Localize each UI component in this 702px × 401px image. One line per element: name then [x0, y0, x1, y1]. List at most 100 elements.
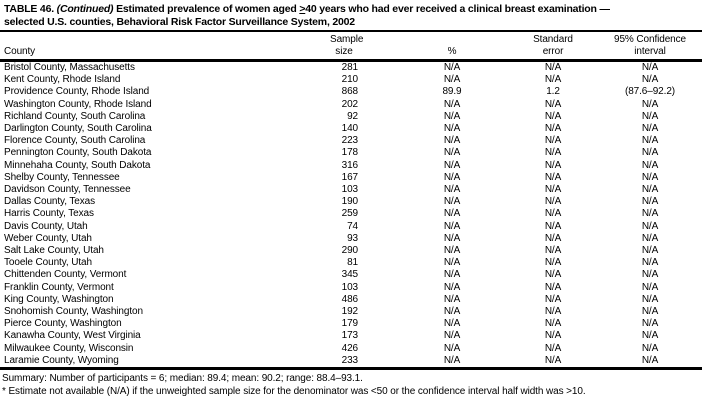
sample-size-cell: 92 [347, 110, 358, 122]
standard-error-cell: N/A [544, 171, 562, 183]
confidence-interval-cell: N/A [641, 98, 659, 110]
county-cell: Providence County, Rhode Island [4, 86, 150, 98]
standard-error-cell: N/A [544, 293, 562, 305]
standard-error-cell: N/A [544, 281, 562, 293]
standard-error-cell: N/A [544, 306, 562, 318]
table-row: Laramie County, Wyoming 233 N/A N/A N/A [0, 354, 702, 371]
table-title: TABLE 46. (Continued) Estimated prevalen… [0, 0, 702, 32]
county-cell: Pierce County, Washington [4, 318, 122, 330]
table-row: Bristol County, Massachusetts 281 N/A N/A N/… [0, 61, 702, 75]
standard-error-cell: N/A [544, 330, 562, 342]
confidence-interval-cell: N/A [641, 135, 659, 147]
standard-error-cell: N/A [544, 220, 562, 232]
percent-cell: N/A [443, 123, 461, 135]
county-cell: Kanawha County, West Virginia [4, 330, 141, 342]
sample-size-header-line1: Sample [330, 34, 364, 45]
sample-size-cell: 179 [341, 318, 358, 330]
percent-cell: 89.9 [442, 86, 462, 98]
standard-error-cell: N/A [544, 147, 562, 159]
title-line2: selected U.S. counties, Behavioral Risk … [4, 16, 355, 28]
county-cell: Shelby County, Tennessee [4, 171, 120, 183]
title-text-post: 40 years who had ever received a clinica… [305, 3, 610, 15]
table-row: Dallas County, Texas 190 N/A N/A N/A [0, 196, 702, 208]
sample-size-cell: 233 [330, 354, 396, 371]
percent-cell: N/A [443, 62, 461, 73]
standard-error-header-line1: Standard [533, 34, 573, 45]
sample-size-cell: 81 [347, 257, 358, 269]
percent-cell: N/A [396, 354, 508, 371]
table-row: Kent County, Rhode Island 210 N/A N/A N/A [0, 74, 702, 86]
percent-cell: N/A [443, 171, 461, 183]
table-row: Tooele County, Utah 81 N/A N/A N/A [0, 257, 702, 269]
confidence-interval-cell: N/A [641, 306, 659, 318]
percent-header: % [396, 46, 508, 62]
standard-error-header-line2: error [508, 46, 598, 62]
percent-cell: N/A [443, 232, 461, 244]
confidence-interval-cell: N/A [641, 74, 659, 86]
sample-size-cell: 74 [347, 220, 358, 232]
sample-size-cell: 281 [341, 62, 358, 73]
confidence-interval-cell: (87.6–92.2) [624, 86, 676, 98]
table-row: Minnehaha County, South Dakota 316 N/A N/A N… [0, 160, 702, 172]
confidence-interval-cell: N/A [641, 342, 659, 354]
county-cell: Dallas County, Texas [4, 196, 96, 208]
county-cell: Bristol County, Massachusetts [4, 62, 135, 73]
confidence-interval-cell: N/A [641, 220, 659, 232]
percent-cell: N/A [443, 269, 461, 281]
sample-size-cell: 290 [341, 245, 358, 257]
percent-header-spacer [396, 32, 508, 46]
county-cell: Laramie County, Wyoming [0, 354, 330, 371]
standard-error-cell: 1.2 [546, 86, 560, 98]
county-cell: Chittenden County, Vermont [4, 269, 127, 281]
percent-cell: N/A [443, 318, 461, 330]
table-row: Weber County, Utah 93 N/A N/A N/A [0, 233, 702, 245]
confidence-interval-cell: N/A [598, 354, 702, 371]
county-cell: King County, Washington [4, 293, 114, 305]
county-cell: Minnehaha County, South Dakota [4, 159, 151, 171]
sample-size-cell: 93 [347, 232, 358, 244]
percent-cell: N/A [443, 110, 461, 122]
county-header-spacer [0, 32, 330, 46]
standard-error-cell: N/A [544, 98, 562, 110]
percent-cell: N/A [443, 74, 461, 86]
table-row: Shelby County, Tennessee 167 N/A N/A N/A [0, 172, 702, 184]
sample-size-header-line2: size [330, 46, 396, 62]
table-row: King County, Washington 486 N/A N/A N/A [0, 294, 702, 306]
percent-cell: N/A [443, 208, 461, 220]
county-cell: Washington County, Rhode Island [4, 98, 152, 110]
table-row: Washington County, Rhode Island 202 N/A N/A… [0, 99, 702, 111]
county-cell: Richland County, South Carolina [4, 110, 146, 122]
county-cell: Franklin County, Vermont [4, 281, 114, 293]
county-cell: Harris County, Texas [4, 208, 94, 220]
standard-error-cell: N/A [544, 208, 562, 220]
sample-size-cell: 190 [341, 196, 358, 208]
percent-cell: N/A [443, 330, 461, 342]
confidence-interval-header-line2: interval [598, 46, 702, 62]
confidence-interval-cell: N/A [641, 318, 659, 330]
standard-error-cell: N/A [544, 110, 562, 122]
county-cell: Florence County, South Carolina [4, 135, 146, 147]
confidence-interval-header-line1: 95% Confidence [614, 34, 686, 45]
county-cell: Darlington County, South Carolina [4, 123, 152, 135]
confidence-interval-cell: N/A [641, 232, 659, 244]
percent-cell: N/A [443, 257, 461, 269]
county-cell: Davidson County, Tennessee [4, 184, 131, 196]
confidence-interval-cell: N/A [641, 245, 659, 257]
title-continued: (Continued) [56, 3, 114, 15]
sample-size-cell: 259 [341, 208, 358, 220]
confidence-interval-cell: N/A [641, 196, 659, 208]
percent-cell: N/A [443, 159, 461, 171]
confidence-interval-cell: N/A [641, 110, 659, 122]
summary-line: Summary: Number of participants = 6; med… [2, 373, 363, 385]
table-row: Salt Lake County, Utah 290 N/A N/A N/A [0, 245, 702, 257]
prevalence-table: Sample Standard 95% Confidence County si… [0, 32, 702, 371]
standard-error-cell: N/A [544, 196, 562, 208]
confidence-interval-cell: N/A [641, 184, 659, 196]
table-row: Pennington County, South Dakota 178 N/A N/A… [0, 147, 702, 159]
percent-cell: N/A [443, 281, 461, 293]
county-cell: Milwaukee County, Wisconsin [4, 342, 134, 354]
confidence-interval-cell: N/A [641, 257, 659, 269]
table-row: Darlington County, South Carolina 140 N/A N… [0, 123, 702, 135]
table-row: Kanawha County, West Virginia 173 N/A N/A N/… [0, 330, 702, 342]
